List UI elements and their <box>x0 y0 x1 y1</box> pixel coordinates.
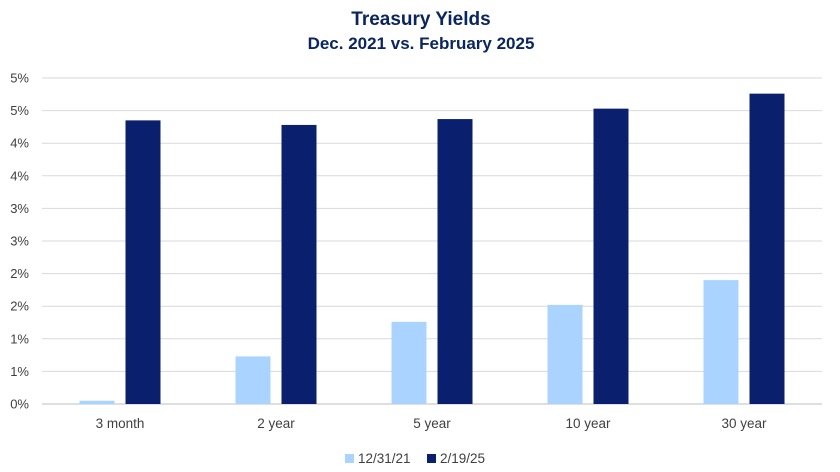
bars <box>79 93 785 405</box>
x-axis-labels: 3 month 2 year 5 year 10 year 30 year <box>96 416 767 431</box>
x-tick-label: 2 year <box>257 416 295 431</box>
y-tick-label: 3% <box>10 234 29 249</box>
legend-label: 2/19/25 <box>440 451 485 466</box>
y-tick-label: 4% <box>10 136 29 151</box>
chart-title: Treasury Yields <box>351 9 490 30</box>
bar-feb-2025 <box>749 93 785 404</box>
bar-dec-2021 <box>391 321 427 404</box>
bar-dec-2021 <box>547 304 583 404</box>
y-tick-label: 1% <box>10 364 29 379</box>
y-tick-label: 0% <box>10 397 29 412</box>
bar-feb-2025 <box>437 119 473 405</box>
y-tick-label: 3% <box>10 201 29 216</box>
legend: 12/31/21 2/19/25 <box>345 451 485 466</box>
bar-feb-2025 <box>593 108 629 405</box>
chart-subtitle: Dec. 2021 vs. February 2025 <box>308 34 535 53</box>
bar-dec-2021 <box>703 280 739 404</box>
y-tick-label: 5% <box>10 71 29 86</box>
bar-feb-2025 <box>281 124 317 404</box>
x-tick-label: 3 month <box>96 416 145 431</box>
legend-swatch <box>345 454 354 463</box>
y-tick-label: 5% <box>10 103 29 118</box>
x-tick-label: 10 year <box>565 416 611 431</box>
y-axis-ticks: 0% 1% 1% 2% 2% 3% 3% 4% 4% 5% 5% <box>10 71 29 412</box>
legend-label: 12/31/21 <box>358 451 411 466</box>
x-tick-label: 5 year <box>413 416 451 431</box>
legend-swatch <box>427 454 436 463</box>
x-tick-label: 30 year <box>721 416 767 431</box>
y-tick-label: 2% <box>10 266 29 281</box>
y-tick-label: 4% <box>10 168 29 183</box>
y-tick-label: 2% <box>10 299 29 314</box>
gridlines <box>42 77 822 405</box>
y-tick-label: 1% <box>10 331 29 346</box>
bar-dec-2021 <box>79 400 115 404</box>
bar-dec-2021 <box>235 356 271 404</box>
bar-feb-2025 <box>125 120 161 404</box>
